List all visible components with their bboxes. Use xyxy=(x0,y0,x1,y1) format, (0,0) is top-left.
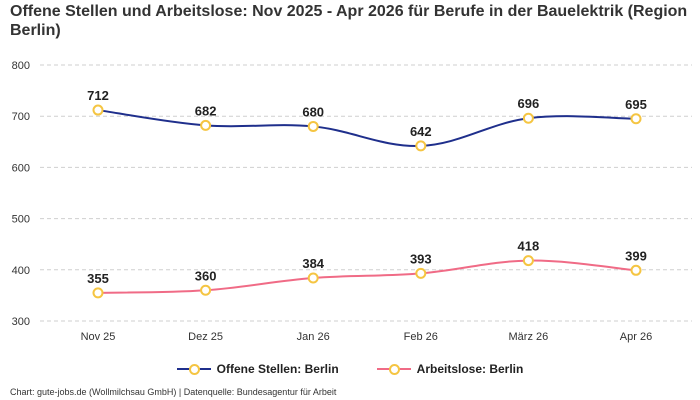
data-point-1-1 xyxy=(200,284,212,296)
data-label-0-1: 682 xyxy=(195,103,217,118)
data-label-0-3: 642 xyxy=(410,124,432,139)
chart-title: Offene Stellen und Arbeitslose: Nov 2025… xyxy=(10,3,688,39)
data-label-0-4: 696 xyxy=(518,96,540,111)
data-label-1-3: 393 xyxy=(410,251,432,266)
legend: Offene Stellen: Berlin Arbeitslose: Berl… xyxy=(0,362,700,376)
line-chart: 300 400 500 600 700 800 Nov 25 Dez 25 Jan 26 Feb… xyxy=(12,60,692,343)
data-point-1-2 xyxy=(307,272,319,284)
data-point-0-4 xyxy=(522,112,534,124)
x-axis-ticks: Nov 25 Dez 25 Jan 26 Feb 26 März 26 Apr 26 xyxy=(81,331,653,343)
legend-item-offene-stellen[interactable]: Offene Stellen: Berlin xyxy=(176,362,339,376)
legend-label-arbeitslose: Arbeitslose: Berlin xyxy=(416,362,524,376)
x-tick-label-4: März 26 xyxy=(509,331,549,343)
x-tick-label-1: Dez 25 xyxy=(188,331,223,343)
data-point-0-1 xyxy=(200,119,212,131)
series-lines xyxy=(97,109,637,294)
legend-item-arbeitslose[interactable]: Arbeitslose: Berlin xyxy=(376,362,524,376)
data-point-0-0 xyxy=(92,104,104,116)
data-point-1-0 xyxy=(92,287,104,299)
data-labels: 712 682 680 642 696 695 355 360 384 393 418 399 xyxy=(87,88,647,286)
data-point-0-2 xyxy=(307,120,319,132)
x-tick-label-5: Apr 26 xyxy=(620,331,652,343)
data-point-0-3 xyxy=(415,140,427,152)
y-tick-label-500: 500 xyxy=(12,214,30,226)
x-tick-label-2: Jan 26 xyxy=(297,331,330,343)
data-label-1-1: 360 xyxy=(195,268,217,283)
data-point-0-5 xyxy=(630,113,642,125)
data-label-0-0: 712 xyxy=(87,88,109,103)
source-footer: Chart: gute-jobs.de (Wollmilchsau GmbH) … xyxy=(10,387,337,397)
data-label-1-5: 399 xyxy=(625,248,647,263)
data-point-1-3 xyxy=(415,267,427,279)
data-label-0-5: 695 xyxy=(625,97,647,112)
data-point-1-5 xyxy=(630,264,642,276)
y-tick-label-700: 700 xyxy=(12,111,30,123)
data-label-1-0: 355 xyxy=(87,271,109,286)
grid-lines xyxy=(40,64,692,322)
y-tick-label-400: 400 xyxy=(12,265,30,277)
data-label-0-2: 680 xyxy=(302,104,324,119)
y-tick-label-300: 300 xyxy=(12,316,30,328)
series-line-0 xyxy=(97,109,637,147)
data-label-1-4: 418 xyxy=(518,239,540,254)
y-tick-label-600: 600 xyxy=(12,162,30,174)
legend-swatch-arbeitslose xyxy=(376,363,411,375)
y-tick-label-800: 800 xyxy=(12,60,30,72)
x-tick-label-3: Feb 26 xyxy=(404,331,438,343)
x-tick-label-0: Nov 25 xyxy=(81,331,116,343)
data-points xyxy=(92,104,642,299)
data-label-1-2: 384 xyxy=(302,256,324,271)
legend-label-offene-stellen: Offene Stellen: Berlin xyxy=(216,362,339,376)
legend-swatch-offene-stellen xyxy=(176,363,211,375)
data-point-1-4 xyxy=(522,255,534,267)
y-axis-ticks: 300 400 500 600 700 800 xyxy=(12,60,30,328)
series-line-1 xyxy=(97,259,637,294)
